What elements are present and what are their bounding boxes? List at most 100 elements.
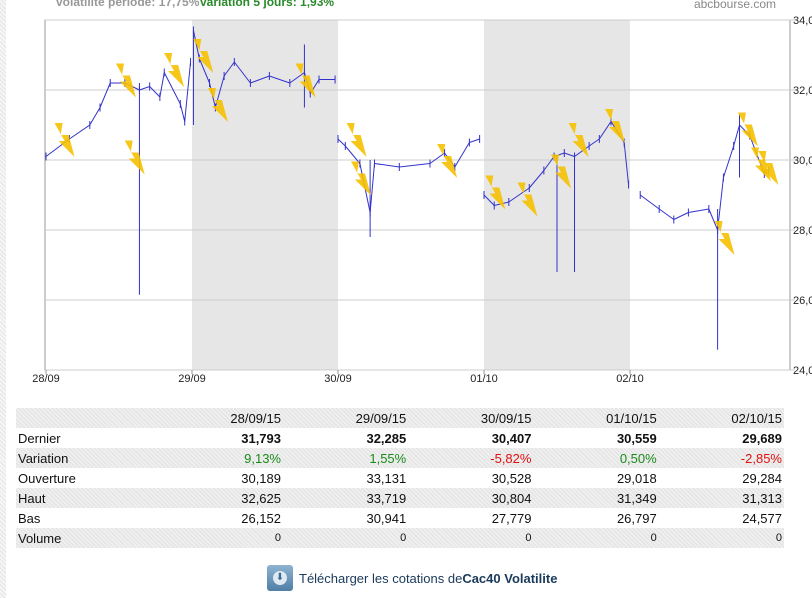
- cell: 26,152: [241, 510, 281, 526]
- price-segment: [469, 138, 480, 143]
- price-segment: [658, 208, 675, 220]
- cell: 31,793: [241, 430, 281, 446]
- price-segment: [528, 170, 545, 189]
- lightning-event-icon: [346, 123, 367, 157]
- cell: 30,941: [366, 510, 407, 526]
- cell: 32,285: [366, 430, 407, 446]
- cell: 27,779: [491, 510, 532, 526]
- price-segment: [369, 163, 375, 213]
- cell: 30,528: [491, 470, 532, 486]
- row-label: Ouverture: [18, 470, 76, 486]
- col-header: 30/09/15: [480, 410, 532, 426]
- cell: 33,719: [366, 490, 407, 506]
- download-instrument[interactable]: Cac40 Volatilite: [462, 570, 558, 586]
- price-segment: [429, 152, 445, 164]
- price-segment: [673, 212, 689, 220]
- plot-frame: [44, 19, 791, 371]
- lightning-event-icon: [164, 53, 185, 87]
- cell: 32,625: [241, 490, 281, 506]
- table-row: Haut 32,625 33,719 30,804 31,349 31,313: [16, 488, 784, 508]
- cell: 30,559: [616, 430, 657, 446]
- x-tick-label: 29/09: [178, 373, 206, 385]
- cell: 26,797: [616, 510, 657, 526]
- y-tick-label: 30,00: [793, 155, 812, 167]
- x-tick-label: 02/10: [616, 373, 644, 385]
- price-segment: [233, 61, 251, 84]
- x-tick-label: 28/09: [32, 373, 60, 385]
- quotes-table: 28/09/15 29/09/15 30/09/15 01/10/15 02/1…: [16, 408, 784, 548]
- price-segment: [69, 124, 91, 140]
- lightning-event-icon: [714, 221, 735, 255]
- row-label: Bas: [18, 510, 41, 526]
- cell: -2,85%: [740, 450, 782, 466]
- y-tick-label: 34,00: [793, 15, 812, 27]
- price-segment: [289, 72, 305, 84]
- cell: 31,313: [742, 490, 782, 506]
- y-tick-label: 32,00: [793, 85, 812, 97]
- lightning-event-icon: [437, 144, 458, 178]
- price-segment: [564, 152, 575, 157]
- price-segment: [149, 86, 161, 98]
- price-segment: [198, 58, 210, 84]
- download-link[interactable]: ⬇ Télécharger les cotations de Cac40 Vol…: [267, 565, 557, 591]
- table-row: Bas 26,152 30,941 27,779 26,797 24,577: [16, 508, 784, 528]
- lightning-event-icon: [54, 123, 75, 157]
- price-segment: [139, 86, 150, 91]
- cell: 0: [400, 532, 407, 544]
- cell: 29,018: [616, 470, 657, 486]
- table-row: Volume 0 0 0 0 0: [16, 528, 784, 548]
- y-tick-label: 24,00: [793, 365, 812, 377]
- cell: -5,82%: [490, 450, 532, 466]
- cell: 0: [274, 532, 281, 544]
- lightning-event-icon: [124, 140, 145, 175]
- cell: 29,284: [742, 470, 782, 486]
- price-segment: [722, 145, 735, 178]
- shaded-day-band: [192, 20, 338, 370]
- price-segment: [250, 75, 270, 84]
- cell: 0: [525, 532, 532, 544]
- lightning-event-icon: [568, 123, 589, 157]
- price-segment: [337, 138, 346, 147]
- price-segment: [99, 82, 111, 108]
- cell: 33,131: [366, 470, 407, 486]
- price-segment: [588, 138, 600, 147]
- lightning-event-icon: [115, 63, 136, 98]
- row-label: Dernier: [18, 430, 61, 446]
- cell: 0: [775, 532, 782, 544]
- price-segment: [163, 72, 181, 105]
- download-icon[interactable]: ⬇: [267, 565, 293, 591]
- lightning-event-icon: [605, 109, 626, 143]
- x-tick-label: 30/09: [324, 373, 352, 385]
- price-segment: [184, 61, 192, 122]
- cell: 24,577: [742, 510, 782, 526]
- price-segment: [688, 208, 709, 213]
- col-header: 02/10/15: [731, 410, 782, 426]
- lightning-event-icon: [295, 63, 316, 98]
- price-segment: [223, 61, 235, 77]
- price-segment: [623, 142, 630, 185]
- cell: 30,804: [491, 490, 532, 506]
- variation-5-days-label: variation 5 jours: 1,93%: [200, 0, 335, 9]
- col-header: 29/09/15: [355, 410, 407, 426]
- price-segment: [269, 75, 290, 84]
- cell: 0: [650, 532, 657, 544]
- y-tick-label: 26,00: [793, 295, 812, 307]
- download-text[interactable]: Télécharger les cotations de: [299, 570, 463, 586]
- y-tick-label: 28,00: [793, 225, 812, 237]
- table-row: Ouverture 30,189 33,131 30,528 29,018 29,284: [16, 468, 784, 488]
- price-segment: [344, 145, 361, 164]
- price-segment: [574, 145, 590, 157]
- cell: 31,349: [616, 490, 657, 506]
- row-label: Haut: [18, 490, 46, 506]
- col-header: 28/09/15: [230, 410, 281, 426]
- lightning-event-icon: [193, 39, 214, 73]
- cell: 9,13%: [244, 450, 281, 466]
- lightning-event-icon: [751, 147, 772, 182]
- row-label: Volume: [18, 530, 62, 546]
- price-chart: 34,00 32,00 30,00 28,00 26,00 24,00 28/09 29/09…: [32, 15, 812, 385]
- cell: 30,407: [491, 430, 532, 446]
- lightning-event-icon: [758, 151, 779, 185]
- price-segment: [89, 107, 101, 126]
- table-row: Dernier 31,793 32,285 30,407 30,559 29,689: [16, 428, 784, 448]
- price-segment: [543, 156, 555, 171]
